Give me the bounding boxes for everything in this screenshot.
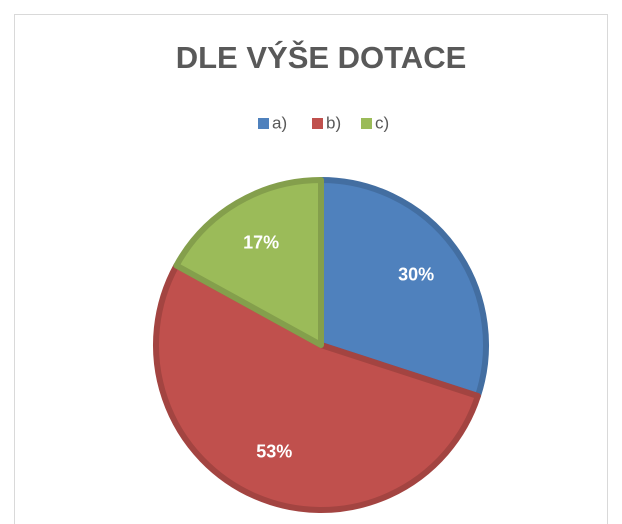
data-label: 53% (256, 442, 292, 462)
legend-swatch (258, 118, 269, 129)
legend-label: b) (326, 113, 341, 132)
legend-label: c) (375, 113, 389, 132)
pie-slice (318, 177, 489, 399)
data-label: 30% (398, 265, 434, 285)
legend-swatch (361, 118, 372, 129)
data-label: 17% (243, 233, 279, 253)
pie-slice (153, 262, 481, 513)
pie-slice (173, 177, 324, 348)
chart-title: DLE VÝŠE DOTACE (176, 39, 467, 75)
legend-swatch (312, 118, 323, 129)
legend-label: a) (272, 113, 287, 132)
